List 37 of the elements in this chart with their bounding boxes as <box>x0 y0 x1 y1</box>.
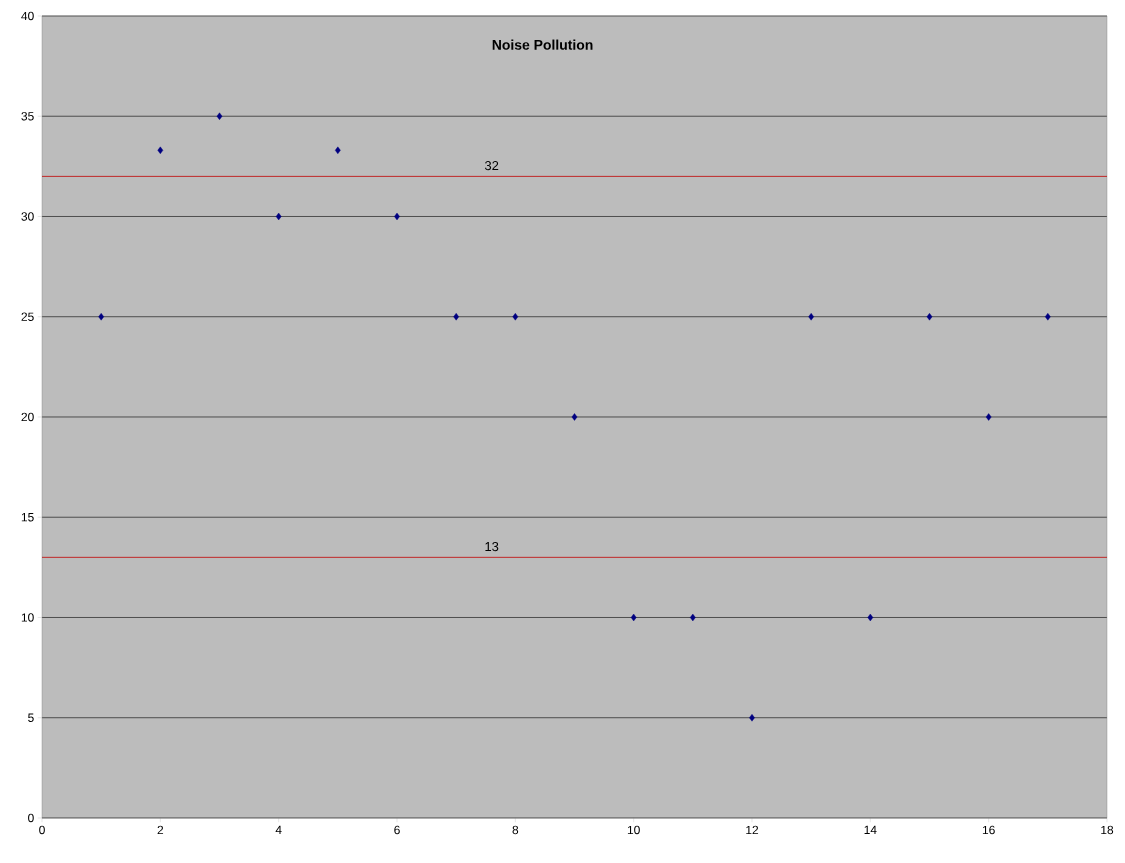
ref-line-label: 32 <box>484 161 499 171</box>
point <box>216 112 223 120</box>
y-tick-label: 10 <box>21 613 34 622</box>
x-tick-label: 0 <box>39 825 45 835</box>
x-tick-label: 4 <box>275 825 282 834</box>
ref-line-label: 13 <box>485 541 499 552</box>
y-tick-label: 20 <box>21 412 34 422</box>
x-tick-label: 16 <box>982 825 995 835</box>
y-tick-label: 0 <box>28 813 34 823</box>
y-tick-label: 30 <box>21 212 34 221</box>
point <box>926 313 933 321</box>
y-tick-label: 35 <box>21 112 34 121</box>
point <box>571 413 578 421</box>
point <box>808 313 814 321</box>
point <box>453 313 459 321</box>
x-tick-label: 8 <box>512 825 519 835</box>
y-tick-label: 40 <box>21 11 34 21</box>
point <box>98 313 104 321</box>
point <box>1045 313 1051 321</box>
y-tick-label: 25 <box>21 312 34 321</box>
point <box>512 313 519 321</box>
x-tick-label: 18 <box>1101 825 1114 835</box>
x-tick-label: 14 <box>864 825 877 834</box>
point <box>157 146 164 154</box>
point <box>867 613 874 622</box>
point <box>335 146 341 154</box>
y-tick-label: 15 <box>21 513 34 522</box>
x-tick-label: 6 <box>394 825 400 835</box>
x-tick-label: 2 <box>157 825 164 835</box>
point <box>985 413 992 421</box>
point <box>630 613 637 622</box>
y-tick-label: 5 <box>28 713 34 722</box>
x-tick-label: 12 <box>746 825 759 835</box>
point <box>749 714 755 722</box>
point <box>275 212 282 221</box>
x-tick-label: 10 <box>627 825 640 835</box>
text: Noise Pollution <box>492 39 593 50</box>
